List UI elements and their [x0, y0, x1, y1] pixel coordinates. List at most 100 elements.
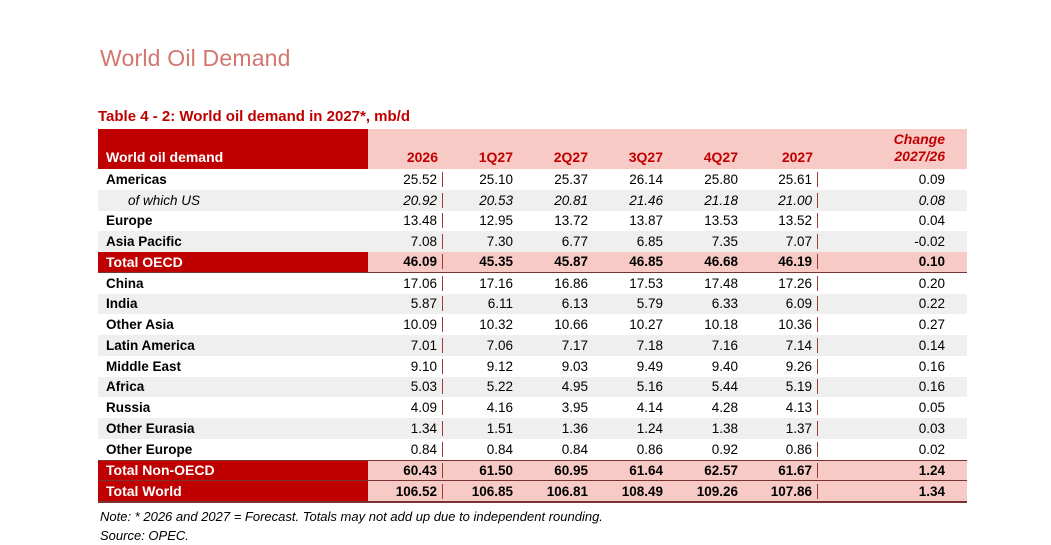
- value-cell: 108.49: [621, 483, 663, 499]
- row-label: Europe: [106, 213, 153, 229]
- change-cell: 0.16: [918, 358, 945, 374]
- value-cell: 25.10: [479, 171, 513, 187]
- value-cell: 7.18: [636, 337, 663, 353]
- value-cell: 3.95: [561, 400, 588, 416]
- value-cell: 7.01: [368, 337, 443, 353]
- value-cell: 6.77: [561, 234, 588, 250]
- value-cell: 5.16: [636, 379, 663, 395]
- value-cell: 10.27: [629, 317, 663, 333]
- value-cell: 5.44: [711, 379, 738, 395]
- value-cell: 1.51: [486, 420, 513, 436]
- value-cell: 1.34: [368, 420, 443, 436]
- change-cell: 0.10: [918, 254, 945, 270]
- value-cell: 109.26: [696, 483, 738, 499]
- value-cell: 20.53: [479, 192, 513, 208]
- header-col-2026: 2026: [406, 149, 438, 165]
- table-row: India 5.87 6.11 6.13 5.79 6.33 6.09 0.22: [98, 293, 967, 315]
- oil-demand-table: World oil demand 2026 1Q27 2Q27 3Q27 4Q2…: [98, 129, 967, 503]
- value-cell: 7.16: [711, 337, 738, 353]
- value-cell: 0.86: [636, 441, 663, 457]
- value-cell: 61.50: [479, 462, 513, 478]
- header-col-2q27: 2Q27: [553, 149, 588, 165]
- value-cell: 20.92: [368, 192, 443, 208]
- row-label: of which US: [128, 192, 201, 208]
- value-cell: 13.72: [554, 213, 588, 229]
- value-cell: 17.53: [629, 275, 663, 291]
- value-cell: 7.35: [711, 234, 738, 250]
- row-label: Middle East: [106, 358, 182, 374]
- row-label: Total World: [98, 481, 368, 501]
- value-cell: 21.00: [743, 192, 818, 208]
- value-cell: 5.19: [743, 379, 818, 395]
- table-note: Note: * 2026 and 2027 = Forecast. Totals…: [100, 509, 603, 524]
- change-cell: 1.24: [918, 462, 945, 478]
- value-cell: 6.13: [561, 296, 588, 312]
- value-cell: 5.87: [368, 296, 443, 312]
- value-cell: 9.26: [743, 358, 818, 374]
- value-cell: 20.81: [554, 192, 588, 208]
- value-cell: 1.38: [711, 420, 738, 436]
- value-cell: 4.28: [711, 400, 738, 416]
- value-cell: 13.52: [743, 213, 818, 229]
- value-cell: 9.40: [711, 358, 738, 374]
- value-cell: 7.14: [743, 337, 818, 353]
- value-cell: 10.09: [368, 317, 443, 333]
- header-change-line2: 2027/26: [894, 148, 945, 164]
- value-cell: 13.53: [704, 213, 738, 229]
- header-col-4q27: 4Q27: [703, 149, 738, 165]
- row-label: China: [106, 275, 144, 291]
- row-label: India: [106, 296, 138, 312]
- value-cell: 17.26: [743, 275, 818, 291]
- value-cell: 46.09: [368, 254, 443, 270]
- change-cell: 1.34: [918, 483, 945, 499]
- header-col-3q27: 3Q27: [628, 149, 663, 165]
- value-cell: 45.35: [479, 254, 513, 270]
- table-row: Asia Pacific 7.08 7.30 6.77 6.85 7.35 7.…: [98, 231, 967, 252]
- value-cell: 5.22: [486, 379, 513, 395]
- value-cell: 0.84: [561, 441, 588, 457]
- value-cell: 9.49: [636, 358, 663, 374]
- value-cell: 61.64: [629, 462, 663, 478]
- table-row: Latin America 7.01 7.06 7.17 7.18 7.16 7…: [98, 335, 967, 356]
- row-label: Other Eurasia: [106, 420, 195, 436]
- value-cell: 60.43: [368, 462, 443, 478]
- header-col-1q27: 1Q27: [478, 149, 513, 165]
- table-row: Russia 4.09 4.16 3.95 4.14 4.28 4.13 0.0…: [98, 397, 967, 418]
- table-row: China 17.06 17.16 16.86 17.53 17.48 17.2…: [98, 272, 967, 294]
- value-cell: 0.84: [486, 441, 513, 457]
- value-cell: 45.87: [554, 254, 588, 270]
- value-cell: 13.48: [368, 213, 443, 229]
- value-cell: 9.10: [368, 358, 443, 374]
- value-cell: 4.95: [561, 379, 588, 395]
- row-label: Africa: [106, 379, 145, 395]
- value-cell: 10.32: [479, 317, 513, 333]
- value-cell: 107.86: [743, 483, 818, 499]
- table-row: Americas 25.52 25.10 25.37 26.14 25.80 2…: [98, 169, 967, 190]
- row-label: Other Asia: [106, 317, 174, 333]
- change-cell: 0.16: [918, 379, 945, 395]
- value-cell: 6.09: [743, 296, 818, 312]
- value-cell: 10.66: [554, 317, 588, 333]
- change-cell: 0.08: [918, 192, 945, 208]
- table-header-row: World oil demand 2026 1Q27 2Q27 3Q27 4Q2…: [98, 129, 967, 169]
- row-label: Other Europe: [106, 441, 193, 457]
- table-row: Europe 13.48 12.95 13.72 13.87 13.53 13.…: [98, 210, 967, 232]
- change-cell: -0.02: [914, 234, 945, 250]
- value-cell: 106.81: [546, 483, 588, 499]
- value-cell: 10.18: [704, 317, 738, 333]
- value-cell: 46.85: [629, 254, 663, 270]
- row-label: Total OECD: [98, 252, 368, 272]
- value-cell: 0.92: [711, 441, 738, 457]
- change-cell: 0.09: [918, 171, 945, 187]
- value-cell: 6.85: [636, 234, 663, 250]
- change-cell: 0.05: [918, 400, 945, 416]
- value-cell: 60.95: [554, 462, 588, 478]
- value-cell: 7.08: [368, 234, 443, 250]
- value-cell: 25.52: [368, 171, 443, 187]
- table-row: Middle East 9.10 9.12 9.03 9.49 9.40 9.2…: [98, 355, 967, 377]
- value-cell: 1.37: [743, 420, 818, 436]
- change-cell: 0.03: [918, 420, 945, 436]
- value-cell: 25.61: [743, 171, 818, 187]
- value-cell: 0.86: [743, 441, 818, 457]
